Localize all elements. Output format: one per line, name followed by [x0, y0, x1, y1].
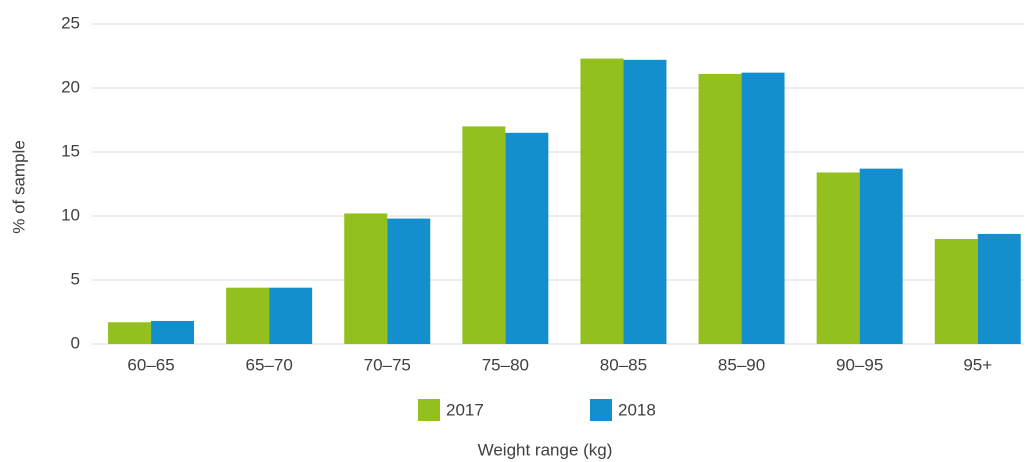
x-tick-label: 95+	[963, 355, 992, 374]
bar	[977, 233, 1021, 344]
bar	[269, 287, 313, 344]
x-tick-label: 80–85	[600, 355, 647, 374]
bar	[505, 132, 549, 344]
y-axis-label: % of sample	[9, 140, 28, 234]
legend-label: 2018	[618, 400, 656, 419]
y-tick-label: 20	[61, 77, 80, 96]
legend-swatch	[590, 399, 612, 421]
bar	[698, 73, 742, 345]
x-tick-label: 75–80	[482, 355, 529, 374]
legend-label: 2017	[446, 400, 484, 419]
legend-swatch	[418, 399, 440, 421]
x-tick-label: 65–70	[246, 355, 293, 374]
bar	[387, 218, 431, 344]
bar	[741, 72, 785, 344]
x-tick-label: 85–90	[718, 355, 765, 374]
bar	[934, 239, 978, 344]
bar	[816, 172, 860, 344]
bar	[462, 126, 506, 345]
y-tick-label: 0	[71, 333, 80, 352]
bar	[859, 168, 903, 344]
y-tick-label: 15	[61, 141, 80, 160]
x-tick-label: 70–75	[364, 355, 411, 374]
bar	[580, 58, 624, 345]
y-tick-label: 25	[61, 13, 80, 32]
x-tick-label: 60–65	[127, 355, 174, 374]
bar	[108, 322, 152, 344]
bar	[344, 213, 388, 344]
bar	[226, 287, 270, 344]
bar	[151, 320, 195, 344]
y-tick-label: 5	[71, 269, 80, 288]
x-axis-label: Weight range (kg)	[478, 440, 613, 459]
bar	[623, 59, 667, 345]
y-tick-label: 10	[61, 205, 80, 224]
x-tick-label: 90–95	[836, 355, 883, 374]
